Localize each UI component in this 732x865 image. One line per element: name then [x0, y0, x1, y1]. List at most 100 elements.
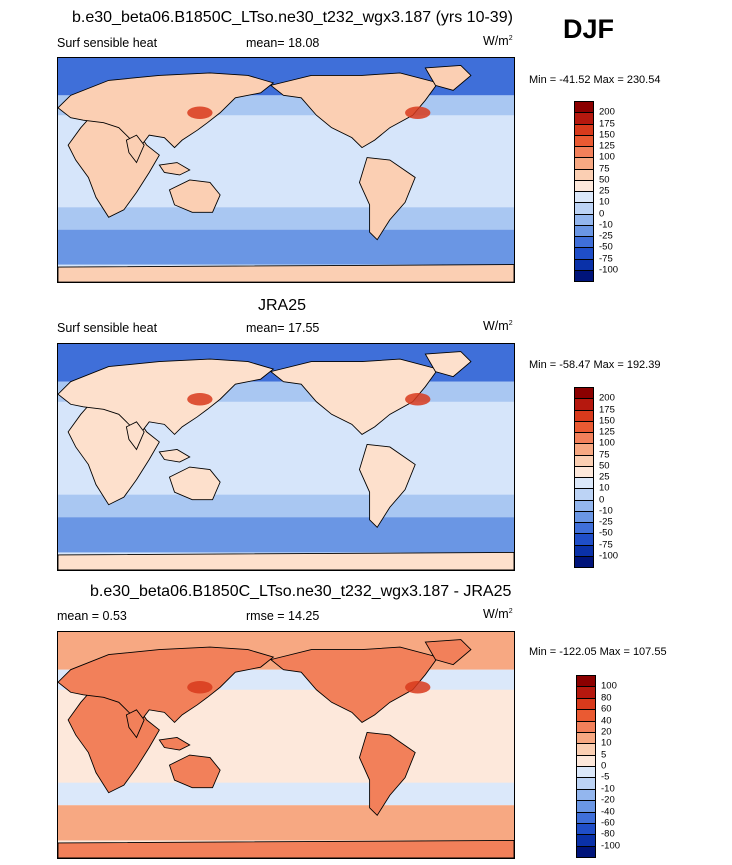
colorbar-label: 200	[599, 106, 615, 118]
colorbar-label: -75	[599, 253, 613, 264]
world-map	[58, 58, 514, 282]
colorbar-label: 0	[599, 208, 605, 219]
panel-2-map	[57, 343, 515, 571]
colorbar-label: 125	[599, 426, 615, 438]
colorbar-label: 100	[599, 437, 615, 449]
colorbar-label: 10	[601, 737, 612, 749]
southern-ocean-band	[58, 805, 514, 841]
colorbar-label: 60	[601, 703, 612, 715]
continent-outline	[424, 65, 472, 91]
continent-outline	[58, 646, 275, 724]
world-map	[58, 344, 514, 570]
colorbar-label: 40	[601, 715, 612, 726]
colorbar-label: -25	[599, 516, 613, 528]
kuroshio-hotspot	[187, 106, 213, 119]
panel-3-rmse-value: 14.25	[288, 609, 320, 623]
continent-outline	[58, 358, 275, 436]
colorbar-label: 10	[599, 196, 610, 208]
panel-3-rmse: rmse = 14.25	[246, 609, 319, 623]
panel-1-minmax: Min = -41.52 Max = 230.54	[529, 74, 661, 86]
continent-outline	[58, 72, 275, 149]
world-map	[58, 632, 514, 858]
panel-3-units: W/m2	[483, 607, 513, 621]
southern-ocean-band	[58, 207, 514, 230]
panel-3-map	[57, 631, 515, 859]
colorbar-label: -100	[601, 840, 621, 852]
continent-outline	[358, 157, 416, 241]
colorbar-label: 0	[601, 760, 607, 772]
colorbar-label: 100	[599, 151, 615, 163]
continent-outline	[269, 646, 439, 723]
panel-1-colorbar: 200 175 150 125 100 75 50 25 10 0 -10 -25 -50 -75 -100	[574, 101, 634, 282]
continent-outline	[424, 639, 472, 666]
panel-2-title: JRA25	[258, 297, 307, 314]
continent-outline	[269, 358, 439, 435]
southern-ocean-band	[58, 782, 514, 806]
panel-1-map	[57, 57, 515, 283]
colorbar-label: 5	[601, 749, 607, 761]
colorbar-box	[576, 845, 596, 858]
colorbar-label: -10	[601, 783, 615, 795]
colorbar-label: -10	[599, 219, 613, 231]
colorbar-label: -20	[601, 794, 615, 806]
panel-2-units: W/m2	[483, 319, 513, 333]
colorbar-label: -5	[601, 771, 610, 783]
colorbar-label: -60	[601, 817, 615, 829]
colorbar-label: 175	[599, 404, 615, 415]
colorbar-label: 175	[599, 118, 615, 129]
colorbar-label: -40	[601, 806, 615, 817]
colorbar-box	[574, 555, 594, 568]
colorbar-label: 25	[599, 471, 610, 483]
gulf-stream-hotspot	[405, 392, 431, 406]
colorbar-label: -100	[599, 264, 619, 276]
kuroshio-hotspot	[187, 392, 213, 406]
panel-2-colorbar: 200 175 150 125 100 75 50 25 10 0 -10 -25 -50 -75 -100	[574, 387, 634, 568]
continent-outline	[358, 443, 416, 529]
continent-outline	[158, 449, 191, 463]
colorbar-label: 80	[601, 692, 612, 704]
continent-outline	[358, 731, 416, 817]
colorbar-label: 150	[599, 415, 615, 427]
colorbar-label: 10	[599, 482, 610, 494]
colorbar-label: -80	[601, 828, 615, 840]
southern-ocean-band	[58, 229, 514, 265]
gulf-stream-hotspot	[405, 680, 431, 694]
panel-2-mean: mean= 17.55	[246, 321, 319, 335]
panel-1-variable-label: Surf sensible heat	[57, 36, 158, 50]
continent-outline	[168, 754, 221, 789]
continent-outline	[125, 421, 145, 451]
colorbar-label: 75	[599, 449, 610, 460]
colorbar-label: 200	[599, 392, 615, 404]
panel-1-title: b.e30_beta06.B1850C_LTso.ne30_t232_wgx3.…	[72, 9, 513, 26]
colorbar-label: 150	[599, 129, 615, 141]
kuroshio-hotspot	[187, 680, 213, 694]
panel-2-mean-label: mean=	[246, 321, 285, 335]
colorbar-box	[574, 269, 594, 282]
panel-2-variable-label: Surf sensible heat	[57, 321, 158, 335]
continent-outline	[168, 179, 221, 213]
southern-ocean-band	[58, 494, 514, 518]
continent-outline	[125, 709, 145, 739]
continent-outline	[58, 264, 514, 282]
panel-3-mean: mean = 0.53	[57, 609, 127, 623]
continent-outline	[168, 466, 221, 501]
panel-1-units: W/m2	[483, 34, 513, 48]
colorbar-label: -50	[599, 527, 613, 539]
panel-2-minmax: Min = -58.47 Max = 192.39	[529, 359, 661, 371]
continent-outline	[269, 72, 439, 149]
panel-1-mean-value: 18.08	[288, 36, 320, 50]
continent-outline	[158, 162, 191, 176]
continent-outline	[158, 737, 191, 751]
panel-3-title: b.e30_beta06.B1850C_LTso.ne30_t232_wgx3.…	[90, 583, 512, 600]
southern-ocean-band	[58, 517, 514, 553]
panel-1-mean-label: mean=	[246, 36, 285, 50]
panel-2-mean-value: 17.55	[288, 321, 320, 335]
continent-outline	[125, 134, 145, 164]
colorbar-label: 100	[601, 680, 617, 692]
colorbar-label: -100	[599, 550, 619, 562]
colorbar-label: 20	[601, 726, 612, 738]
season-label: DJF	[563, 14, 615, 44]
colorbar-label: 75	[599, 163, 610, 174]
panel-3-colorbar: 100 80 60 40 20 10 5 0 -5 -10 -20 -40 -60 -80 -100	[576, 675, 636, 858]
colorbar-label: -25	[599, 230, 613, 242]
